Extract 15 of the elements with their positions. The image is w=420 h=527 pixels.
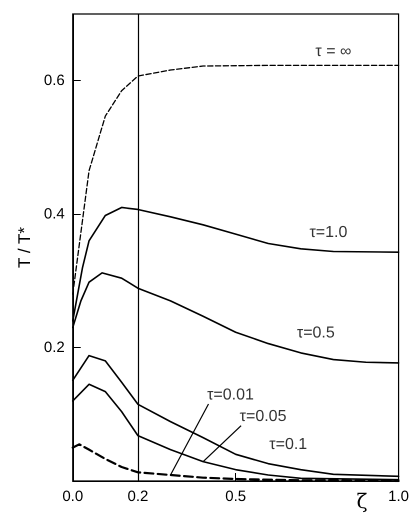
annotation: τ=1.0 xyxy=(309,224,348,242)
x-tick-label: 0.5 xyxy=(225,488,246,505)
annotation: τ=0.05 xyxy=(240,408,287,426)
annotation: τ=0.5 xyxy=(296,324,335,342)
x-tick-label: 1.0 xyxy=(388,488,410,505)
annotation: τ=0.01 xyxy=(207,386,254,404)
y-tick-label: 0.6 xyxy=(44,72,65,90)
annotation: τ = ∞ xyxy=(315,42,352,60)
y-tick-label: 0.4 xyxy=(44,206,65,223)
x-axis-title: ζ xyxy=(356,489,368,513)
y-axis-title: T / T* xyxy=(15,226,34,268)
x-tick-label: 0.2 xyxy=(127,488,148,505)
y-tick-label: 0.2 xyxy=(44,339,65,356)
x-tick-label: 0.0 xyxy=(62,488,84,505)
annotation: τ=0.1 xyxy=(269,436,308,454)
